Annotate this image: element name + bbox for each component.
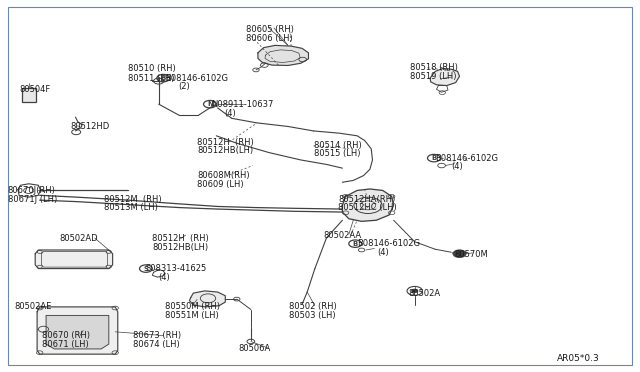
Text: (4): (4) bbox=[378, 248, 389, 257]
Text: 80502A: 80502A bbox=[408, 289, 440, 298]
Text: 80502AD: 80502AD bbox=[59, 234, 97, 243]
Text: 80512HB(LH): 80512HB(LH) bbox=[152, 243, 209, 252]
Text: B: B bbox=[431, 155, 436, 161]
Text: 80512H  (RH): 80512H (RH) bbox=[197, 138, 254, 147]
Text: 80506A: 80506A bbox=[238, 344, 270, 353]
Text: B: B bbox=[353, 241, 358, 247]
Text: 80512H  (RH): 80512H (RH) bbox=[152, 234, 209, 243]
Text: 80551M (LH): 80551M (LH) bbox=[165, 311, 219, 320]
Polygon shape bbox=[46, 315, 109, 349]
Text: 80503 (LH): 80503 (LH) bbox=[289, 311, 336, 320]
Text: (4): (4) bbox=[159, 273, 170, 282]
Text: (4): (4) bbox=[451, 162, 463, 171]
Text: 80512HD: 80512HD bbox=[70, 122, 109, 131]
Bar bbox=[22, 88, 36, 102]
Text: 80512HC (LH): 80512HC (LH) bbox=[338, 203, 397, 212]
Polygon shape bbox=[37, 307, 118, 354]
Text: 80671 (LH): 80671 (LH) bbox=[42, 340, 88, 349]
Text: 80608M(RH): 80608M(RH) bbox=[197, 171, 250, 180]
Text: (4): (4) bbox=[224, 109, 236, 118]
Text: 80570M: 80570M bbox=[454, 250, 488, 259]
Text: 80502 (RH): 80502 (RH) bbox=[289, 302, 337, 311]
Text: B: B bbox=[161, 75, 166, 81]
Text: 80502AE: 80502AE bbox=[14, 302, 51, 311]
Text: 80510 (RH): 80510 (RH) bbox=[128, 64, 176, 73]
Text: (2): (2) bbox=[178, 82, 189, 91]
Text: 80511 (LH): 80511 (LH) bbox=[128, 74, 175, 83]
Text: 80674 (LH): 80674 (LH) bbox=[133, 340, 180, 349]
Text: N08911-10637: N08911-10637 bbox=[211, 100, 273, 109]
Polygon shape bbox=[342, 189, 394, 221]
Text: N: N bbox=[207, 101, 213, 107]
Text: S08313-41625: S08313-41625 bbox=[146, 264, 207, 273]
Text: 80512HA(RH): 80512HA(RH) bbox=[338, 195, 395, 203]
Text: 80512HB(LH): 80512HB(LH) bbox=[197, 146, 253, 155]
Text: 80605 (RH): 80605 (RH) bbox=[246, 25, 294, 34]
Polygon shape bbox=[189, 291, 225, 307]
Text: 80606 (LH): 80606 (LH) bbox=[246, 34, 293, 43]
Text: B08146-6102G: B08146-6102G bbox=[435, 154, 498, 163]
Text: 80512M  (RH): 80512M (RH) bbox=[104, 195, 161, 203]
Text: 80609 (LH): 80609 (LH) bbox=[197, 180, 244, 189]
Text: 80550M (RH): 80550M (RH) bbox=[165, 302, 220, 311]
Text: 80514 (RH): 80514 (RH) bbox=[314, 141, 362, 150]
Text: 80519 (LH): 80519 (LH) bbox=[410, 72, 456, 81]
Text: 80670 (RH): 80670 (RH) bbox=[42, 331, 90, 340]
Text: B08146-6102G: B08146-6102G bbox=[357, 239, 420, 248]
Text: 80504F: 80504F bbox=[19, 85, 51, 94]
Text: 80518 (RH): 80518 (RH) bbox=[410, 63, 458, 72]
Text: 80502AA: 80502AA bbox=[323, 231, 362, 240]
Text: 80673 (RH): 80673 (RH) bbox=[133, 331, 181, 340]
Polygon shape bbox=[258, 45, 308, 65]
Circle shape bbox=[412, 289, 418, 293]
Circle shape bbox=[453, 250, 466, 257]
Text: 80513M (LH): 80513M (LH) bbox=[104, 203, 157, 212]
Text: S: S bbox=[143, 266, 148, 272]
Text: 80671J (LH): 80671J (LH) bbox=[8, 195, 57, 203]
Text: AR05*0.3: AR05*0.3 bbox=[557, 355, 600, 363]
Text: B08146-6102G: B08146-6102G bbox=[165, 74, 228, 83]
Text: 80670J(RH): 80670J(RH) bbox=[8, 186, 56, 195]
Text: 80515 (LH): 80515 (LH) bbox=[314, 149, 360, 158]
Polygon shape bbox=[35, 250, 113, 269]
Polygon shape bbox=[430, 68, 460, 86]
